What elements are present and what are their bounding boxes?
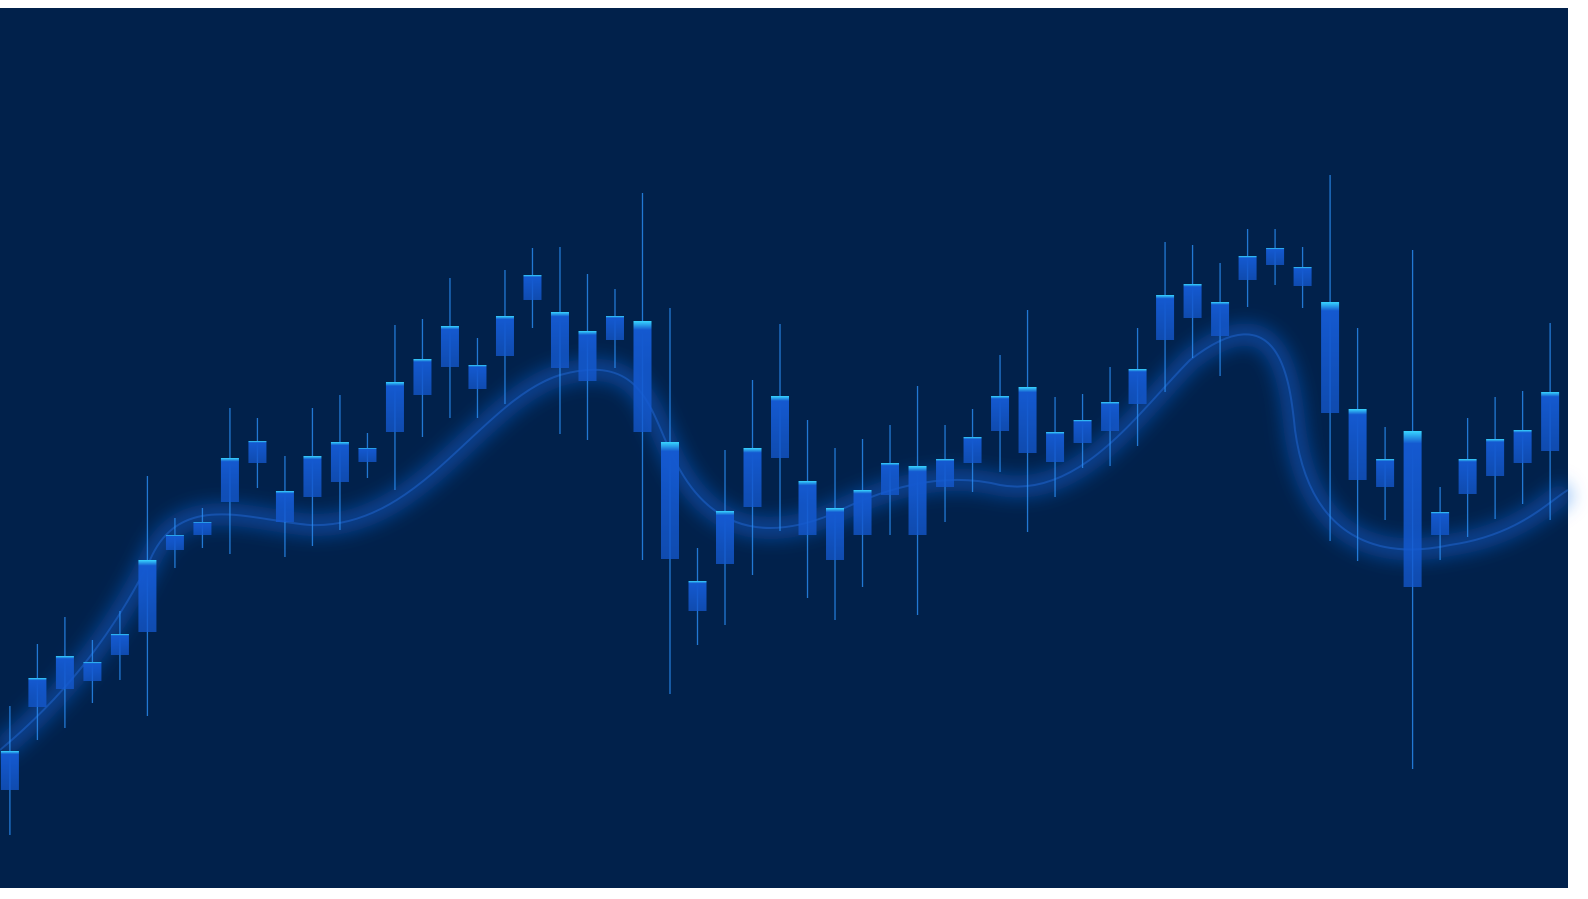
candle-body	[1486, 439, 1505, 476]
candle-body	[1128, 369, 1147, 404]
candle-body	[413, 359, 432, 395]
candle-body	[0, 751, 19, 790]
candle-body	[1183, 284, 1202, 318]
candle-body	[468, 365, 487, 389]
candle-body	[28, 678, 47, 707]
candle-body	[358, 448, 377, 462]
candle-body	[1238, 256, 1257, 280]
candle-body	[1101, 402, 1120, 431]
candle-body	[578, 331, 597, 381]
candle-body	[1156, 295, 1175, 340]
candle-body	[275, 491, 294, 522]
candle-body	[660, 442, 679, 559]
candle-body	[248, 441, 267, 463]
candle-body	[1458, 459, 1477, 494]
candle-body	[688, 581, 707, 611]
candle-body	[165, 535, 184, 550]
candle-body	[1376, 459, 1395, 487]
candle-body	[220, 458, 239, 502]
candle-body	[440, 326, 459, 367]
candle-body	[55, 656, 74, 689]
glow-line	[0, 333, 1569, 751]
candle-body	[550, 312, 569, 368]
candle-body	[193, 522, 212, 535]
candle-body	[1513, 430, 1532, 463]
candle-body	[716, 511, 735, 564]
candle-body	[771, 396, 790, 458]
candle-body	[633, 321, 652, 432]
candle-body	[110, 634, 129, 655]
candle-body	[1321, 302, 1340, 413]
candle-body	[1431, 512, 1450, 535]
candle-body	[523, 275, 542, 300]
candle-body	[743, 448, 762, 507]
candle-body	[385, 382, 404, 432]
candle-body	[1211, 302, 1230, 336]
candle-body	[881, 463, 900, 495]
candle-body	[963, 437, 982, 463]
candle-body	[138, 560, 157, 632]
candle-body	[991, 396, 1010, 431]
candle-body	[1541, 392, 1560, 451]
glow-curve	[0, 323, 1574, 759]
candle-body	[330, 442, 349, 482]
candle-body	[1348, 409, 1367, 480]
candle-body	[853, 490, 872, 535]
candle-body	[303, 456, 322, 497]
candle-body	[495, 316, 514, 356]
candle-body	[1266, 248, 1285, 265]
candle-body	[1018, 387, 1037, 453]
candle-body	[1073, 420, 1092, 443]
candle-body	[1293, 267, 1312, 286]
candle-body	[1046, 432, 1065, 462]
candle-body	[605, 316, 624, 340]
candle-body	[83, 662, 102, 681]
candle-body	[1403, 431, 1422, 587]
candle-body	[826, 508, 845, 560]
candle-body	[908, 466, 927, 535]
candle-body	[936, 459, 955, 487]
candle-body	[798, 481, 817, 535]
